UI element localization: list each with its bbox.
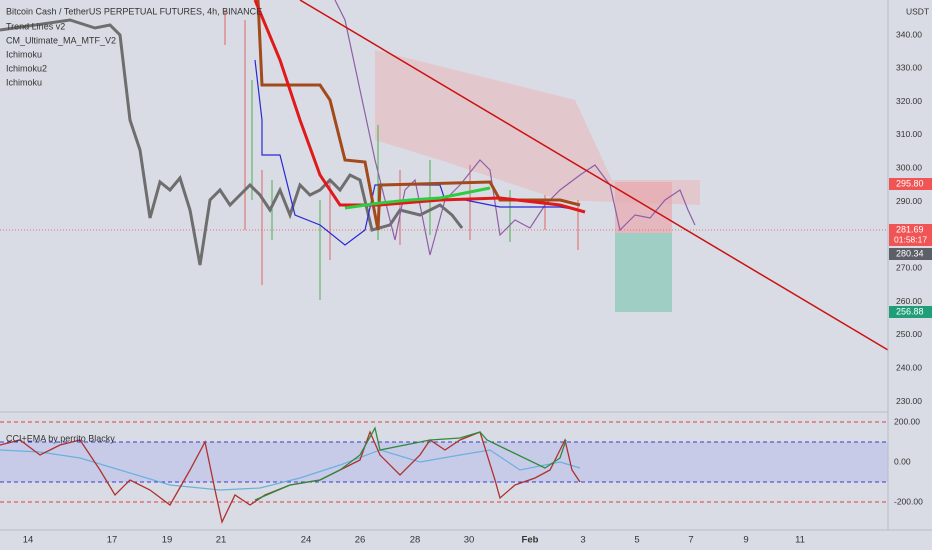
price-tag (889, 178, 932, 190)
ichimoku-cloud (375, 50, 700, 205)
price-tag-label: 256.88 (896, 306, 924, 316)
pane-title: CCI+EMA by perrito Blacky (6, 433, 115, 443)
ma-up-segment (344, 186, 491, 210)
time-label: 26 (355, 535, 366, 546)
price-tick-label: 290.00 (896, 196, 922, 206)
time-label: 5 (634, 535, 639, 546)
price-tag-countdown: 01:58:17 (894, 234, 927, 244)
indicator-label: Ichimoku (6, 77, 42, 87)
indicator-label: Ichimoku (6, 49, 42, 59)
cci-band (0, 442, 888, 482)
time-label: 21 (216, 535, 227, 546)
cci-tick-label: 200.00 (894, 416, 920, 426)
indicator-label: Trend Lines v2 (6, 21, 65, 31)
price-tick-label: 340.00 (896, 29, 922, 39)
price-tick-label: 330.00 (896, 63, 922, 73)
price-tick-label: 240.00 (896, 363, 922, 373)
cci-ema (0, 449, 581, 491)
cci-tick-label: 0.00 (894, 456, 911, 466)
price-tick-label: 250.00 (896, 329, 922, 339)
price-unit: USDT (906, 6, 929, 16)
time-label: Feb (522, 535, 539, 546)
price-tick-label: 270.00 (896, 263, 922, 273)
time-label: 17 (107, 535, 118, 546)
stop-zone (615, 182, 672, 233)
gray-line (0, 18, 464, 266)
trend-line (299, 0, 889, 351)
price-tag (889, 306, 932, 318)
price-tag-label: 281.69 (896, 224, 924, 234)
price-tag-label: 295.80 (896, 178, 924, 188)
blue-line (254, 59, 581, 246)
price-tag (889, 248, 932, 260)
time-label: 7 (688, 535, 693, 546)
cci-line-up (254, 426, 567, 501)
price-tick-label: 260.00 (896, 296, 922, 306)
time-label: 28 (410, 535, 421, 546)
cci-tick-label: -200.00 (894, 496, 923, 506)
price-tick-label: 230.00 (896, 396, 922, 406)
price-tick-label: 320.00 (896, 96, 922, 106)
price-tag (889, 224, 932, 246)
time-label: 14 (23, 535, 34, 546)
indicator-label: Ichimoku2 (6, 63, 47, 73)
price-tag-label: 280.34 (896, 248, 924, 258)
time-label: 11 (795, 535, 805, 546)
time-label: 9 (743, 535, 748, 546)
price-tick-label: 300.00 (896, 163, 922, 173)
time-label: 30 (464, 535, 475, 546)
price-axis (888, 0, 932, 530)
target-zone (615, 233, 672, 312)
purple-line (334, 0, 696, 256)
time-label: 3 (580, 535, 585, 546)
price-tick-label: 310.00 (896, 129, 922, 139)
time-label: 19 (162, 535, 173, 546)
time-label: 24 (301, 535, 312, 546)
cci-levels (0, 421, 888, 503)
indicator-label: CM_Ultimate_MA_MTF_V2 (6, 35, 116, 45)
chart-title: Bitcoin Cash / TetherUS PERPETUAL FUTURE… (6, 6, 262, 16)
